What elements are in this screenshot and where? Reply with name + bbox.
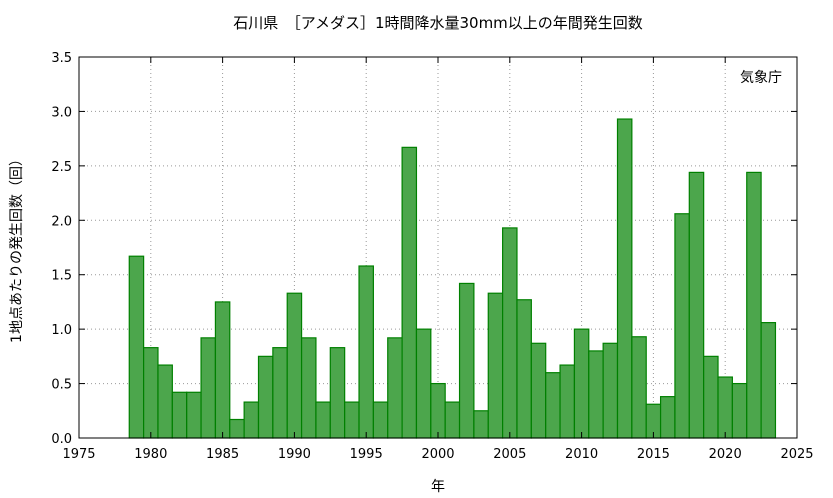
bar — [214, 301, 231, 439]
y-tick-label: 3.5 — [51, 51, 72, 66]
y-tick-label: 0.5 — [51, 378, 72, 393]
bar — [128, 255, 145, 439]
x-tick-label: 2015 — [637, 447, 670, 462]
x-axis-label: 年 — [431, 479, 445, 495]
y-tick-label: 2.0 — [51, 214, 72, 229]
bar — [257, 355, 274, 439]
bar — [559, 364, 576, 439]
bar — [602, 342, 619, 439]
bar — [746, 171, 762, 439]
bar — [229, 418, 245, 439]
axis-ticks: 1975 1980 1985 1990 1995 2000 2005 2010 2015 2020… — [51, 51, 813, 462]
bar — [760, 322, 777, 439]
bar — [329, 347, 346, 439]
bar — [573, 328, 590, 439]
bar — [200, 337, 217, 439]
bar — [243, 401, 260, 439]
bars — [128, 118, 777, 439]
bar — [387, 337, 403, 439]
bar — [286, 292, 303, 439]
x-tick-label: 1985 — [206, 447, 239, 462]
y-tick-label: 0.0 — [51, 432, 72, 447]
y-tick-label: 1.0 — [51, 323, 72, 338]
chart-title: 石川県 ［アメダス］1時間降水量30mm以上の年間発生回数 — [233, 14, 643, 32]
x-tick-label: 2005 — [493, 447, 526, 462]
bar — [588, 350, 604, 439]
bar — [545, 372, 561, 439]
bar — [358, 265, 374, 439]
bar — [444, 401, 461, 439]
bar — [631, 336, 647, 439]
x-tick-label: 1990 — [278, 447, 311, 462]
x-tick-label: 1975 — [62, 447, 95, 462]
bar — [315, 401, 331, 439]
bar — [502, 227, 518, 439]
bar — [186, 391, 202, 439]
bar — [688, 171, 705, 439]
x-tick-label: 2020 — [709, 447, 742, 462]
bar — [516, 299, 532, 439]
bar — [272, 347, 288, 439]
bar — [458, 282, 475, 439]
x-tick-label: 1995 — [350, 447, 383, 462]
bar — [530, 342, 547, 439]
bar — [415, 328, 432, 439]
y-tick-label: 3.0 — [51, 105, 72, 120]
y-tick-label: 1.5 — [51, 269, 72, 284]
bar — [703, 355, 719, 439]
bar — [731, 382, 748, 439]
bar — [430, 382, 446, 439]
bar — [157, 364, 173, 439]
bar — [717, 376, 733, 439]
bar — [616, 118, 633, 439]
bar — [674, 213, 690, 439]
x-tick-label: 1980 — [134, 447, 167, 462]
bar — [344, 401, 360, 439]
source-label: 気象庁 — [740, 70, 782, 86]
bar — [143, 347, 159, 439]
bar — [171, 391, 188, 439]
bar — [372, 401, 389, 439]
x-tick-label: 2025 — [780, 447, 813, 462]
bar — [487, 292, 504, 439]
y-tick-label: 2.5 — [51, 160, 72, 175]
x-tick-label: 2010 — [565, 447, 598, 462]
bar — [473, 410, 489, 439]
bar — [659, 396, 676, 439]
bar — [300, 337, 317, 439]
bar — [401, 146, 418, 439]
y-axis-label: 1地点あたりの発生回数（回） — [9, 152, 25, 343]
x-tick-label: 2000 — [421, 447, 454, 462]
